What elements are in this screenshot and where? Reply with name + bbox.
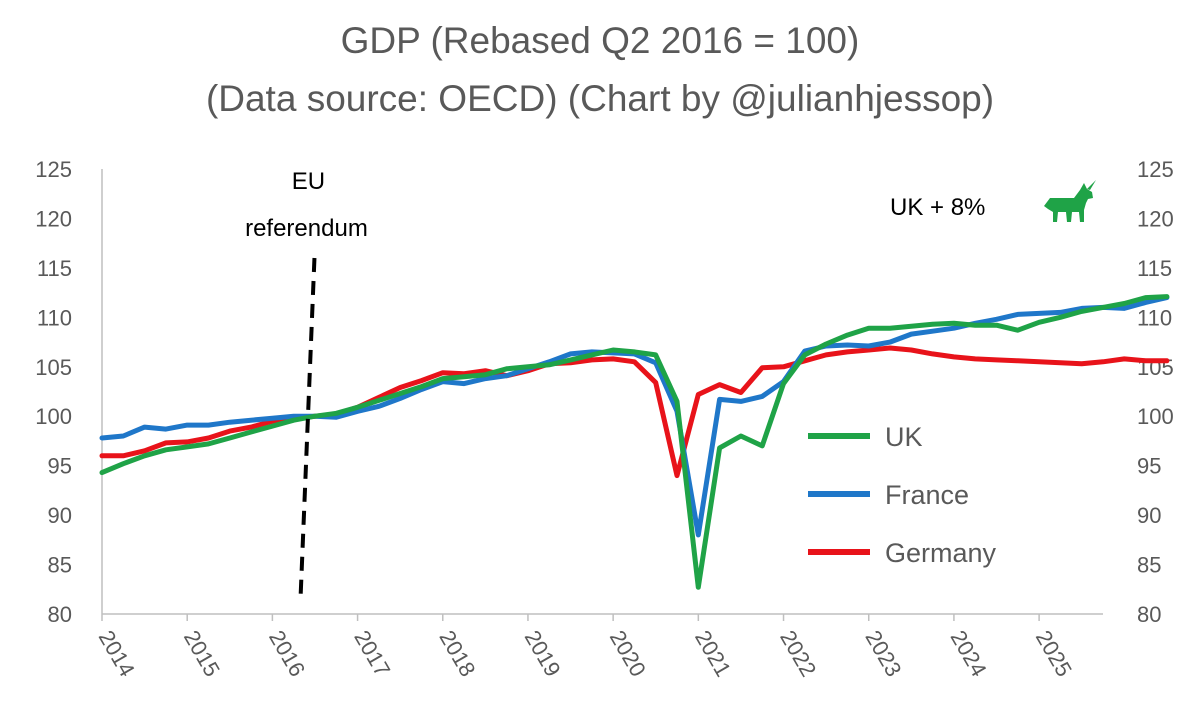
y-tick-label: 115 bbox=[1137, 256, 1172, 281]
eu-referendum-line bbox=[298, 257, 317, 601]
y-tick-label: 95 bbox=[1137, 454, 1161, 479]
series-lines bbox=[99, 294, 1170, 590]
uk-gain-annotation: UK + 8% bbox=[890, 194, 985, 221]
y-tick-label: 110 bbox=[1137, 305, 1172, 330]
legend-label-uk: UK bbox=[885, 422, 923, 452]
y-tick-label: 120 bbox=[1137, 206, 1174, 231]
y-tick-label: 90 bbox=[1137, 503, 1161, 528]
x-tick-label: 2017 bbox=[349, 626, 395, 681]
y-tick-label: 115 bbox=[37, 256, 72, 281]
y-tick-label: 95 bbox=[48, 454, 72, 479]
y-tick-label: 105 bbox=[35, 355, 72, 380]
y-tick-label: 85 bbox=[48, 553, 72, 578]
axes bbox=[101, 169, 1103, 615]
x-tick-label: 2025 bbox=[1031, 626, 1077, 681]
series-line-france bbox=[99, 295, 1170, 538]
y-tick-label: 90 bbox=[48, 503, 72, 528]
legend: UK France Germany bbox=[808, 422, 997, 568]
y-tick-label: 80 bbox=[1137, 602, 1161, 627]
x-tick-label: 2018 bbox=[434, 626, 480, 681]
x-tick-label: 2021 bbox=[690, 626, 736, 681]
eu-referendum-label: EU bbox=[292, 168, 325, 195]
eu-referendum-label: referendum bbox=[245, 215, 368, 242]
y-axis-left-ticks: 80 85 90 95 100 105 110 115 120 125 bbox=[35, 157, 72, 627]
y-tick-label: 80 bbox=[48, 602, 72, 627]
chart-title: GDP (Rebased Q2 2016 = 100) bbox=[340, 20, 860, 61]
y-tick-label: 120 bbox=[35, 206, 72, 231]
chart-subtitle: (Data source: OECD) (Chart by @julianhje… bbox=[205, 78, 995, 119]
y-tick-label: 125 bbox=[35, 157, 72, 182]
legend-label-germany: Germany bbox=[885, 538, 997, 568]
y-tick-label: 85 bbox=[1137, 553, 1161, 578]
y-tick-label: 110 bbox=[37, 305, 72, 330]
y-tick-label: 125 bbox=[1137, 157, 1174, 182]
annotations: EU referendum UK + 8% bbox=[245, 168, 1096, 601]
x-tick-label: 2019 bbox=[520, 626, 566, 681]
x-tick-label: 2023 bbox=[860, 626, 906, 681]
y-tick-label: 100 bbox=[1137, 404, 1174, 429]
series-line-germany bbox=[99, 345, 1170, 479]
x-tick-label: 2016 bbox=[264, 626, 310, 681]
x-tick-label: 2022 bbox=[775, 626, 821, 681]
x-axis-ticks: 2014 2015 2016 2017 2018 2019 2020 2021 2022 2023… bbox=[94, 614, 1077, 681]
legend-label-france: France bbox=[885, 480, 969, 510]
unicorn-icon bbox=[1044, 180, 1096, 222]
x-tick-label: 2015 bbox=[179, 626, 225, 681]
x-tick-label: 2020 bbox=[605, 626, 651, 681]
series-line-uk bbox=[99, 294, 1170, 590]
x-tick-label: 2014 bbox=[94, 626, 140, 681]
x-tick-label: 2024 bbox=[946, 626, 992, 681]
y-tick-label: 100 bbox=[35, 404, 72, 429]
